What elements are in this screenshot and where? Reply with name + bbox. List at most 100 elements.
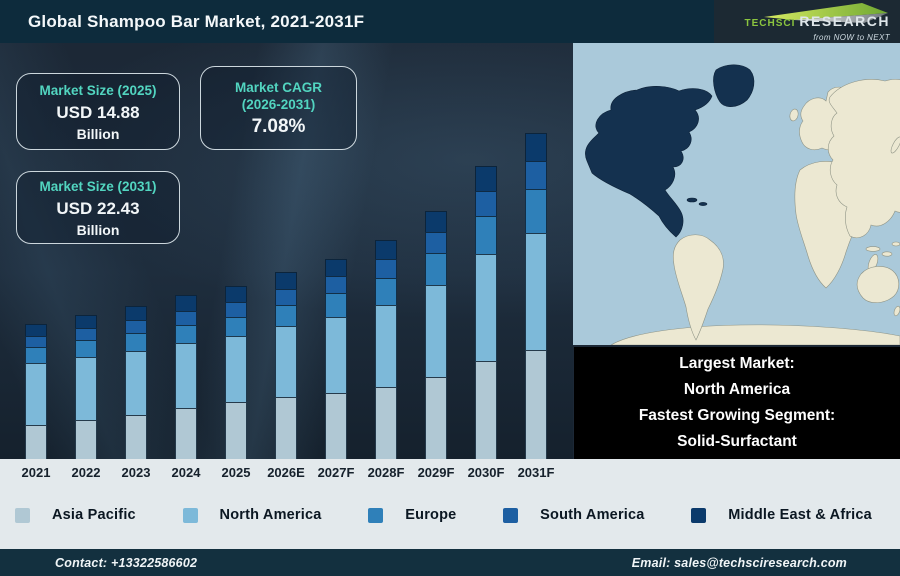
market-cagr-value: 7.08% [251, 115, 306, 137]
legend-swatch-icon [182, 507, 198, 523]
bar-segment-2027F-asia-pacific [325, 393, 347, 459]
bar-segment-2031F-middle-east-africa [525, 133, 547, 161]
bar-segment-2023-north-america [125, 351, 147, 415]
stacked-bar-2028F [375, 240, 397, 459]
x-axis-label-2023: 2023 [121, 464, 151, 480]
stacked-bar-chart [11, 114, 561, 459]
bar-segment-2023-middle-east-africa [125, 306, 147, 320]
legend-label: Europe [405, 507, 457, 523]
bar-segment-2025-north-america [225, 336, 247, 402]
stacked-bar-2023 [125, 306, 147, 459]
south-america-land [672, 234, 724, 341]
greenland-highlight [713, 64, 755, 107]
bar-segment-2022-south-america [75, 328, 97, 340]
chart-panel: Market Size (2025) USD 14.88 Billion Mar… [0, 43, 573, 459]
market-size-2025-value: USD 14.88 [56, 102, 140, 122]
callout-line-north-america: North America [683, 381, 791, 398]
bar-segment-2028F-south-america [375, 259, 397, 278]
bar-segment-2021-europe [25, 347, 47, 363]
bar-segment-2028F-north-america [375, 305, 397, 387]
x-axis-label-2031F: 2031F [517, 464, 555, 480]
x-axis-label-2030F: 2030F [467, 464, 505, 480]
callout-box: Largest Market: North America Fastest Gr… [574, 347, 900, 459]
footer: Contact: +13322586602 Email: sales@techs… [0, 549, 900, 576]
bar-cell-2029F [411, 114, 461, 459]
legend-item-asia-pacific: Asia Pacific [15, 507, 136, 523]
bar-segment-2024-south-america [175, 311, 197, 325]
bar-segment-2030F-south-america [475, 191, 497, 216]
bar-segment-2025-europe [225, 317, 247, 336]
bar-segment-2031F-north-america [525, 233, 547, 350]
stacked-bar-2021 [25, 324, 47, 459]
logo-tagline: from NOW to NEXT [813, 33, 890, 42]
legend-label: Asia Pacific [52, 507, 136, 523]
bar-cell-2027F [311, 114, 361, 459]
market-size-2031-title: Market Size (2031) [39, 178, 157, 194]
stacked-bar-2029F [425, 211, 447, 459]
legend-swatch-icon [503, 507, 519, 523]
bar-segment-2027F-europe [325, 293, 347, 317]
bar-segment-2030F-asia-pacific [475, 361, 497, 459]
bar-segment-2021-middle-east-africa [25, 324, 47, 336]
x-axis-label-2022: 2022 [71, 464, 101, 480]
stacked-bar-2022 [75, 315, 97, 459]
bar-segment-2031F-asia-pacific [525, 350, 547, 459]
legend-item-south-america: South America [503, 507, 644, 523]
bar-cell-2024 [161, 114, 211, 459]
bar-cell-2030F [461, 114, 511, 459]
bar-segment-2022-asia-pacific [75, 420, 97, 459]
logo-wordmark: TechSci Research [745, 13, 890, 31]
callout-line-largest-market: Largest Market: [679, 355, 795, 372]
bar-segment-2028F-asia-pacific [375, 387, 397, 459]
bar-segment-2029F-north-america [425, 285, 447, 377]
stacked-bar-2026E [275, 272, 297, 459]
logo-brand-primary: TechSci [744, 18, 796, 29]
australia-land [856, 266, 900, 303]
bar-segment-2025-asia-pacific [225, 402, 247, 459]
market-cagr-title-line1: Market CAGR [234, 79, 323, 95]
legend-item-north-america: North America [182, 507, 322, 523]
bar-segment-2021-south-america [25, 336, 47, 347]
asia-land [827, 79, 900, 239]
bar-segment-2030F-north-america [475, 254, 497, 361]
stacked-bar-2024 [175, 295, 197, 459]
world-map-graphic [573, 43, 900, 346]
x-axis-label-2021: 2021 [21, 464, 51, 480]
x-axis-label-2024: 2024 [171, 464, 201, 480]
bar-segment-2030F-middle-east-africa [475, 166, 497, 191]
footer-contact: Contact: +13322586602 [55, 555, 198, 570]
bar-segment-2026E-europe [275, 305, 297, 326]
bar-segment-2022-north-america [75, 357, 97, 420]
logo-brand-secondary: Research [799, 13, 890, 29]
bar-segment-2023-asia-pacific [125, 415, 147, 459]
content-area: Market Size (2025) USD 14.88 Billion Mar… [0, 43, 900, 459]
legend-item-middle-east-africa: Middle East & Africa [691, 507, 872, 523]
legend-label: Middle East & Africa [728, 507, 872, 523]
bar-segment-2026E-north-america [275, 326, 297, 397]
header: Global Shampoo Bar Market, 2021-2031F Te… [0, 0, 900, 43]
legend-label: South America [540, 507, 645, 523]
footer-email: Email: sales@techsciresearch.com [631, 555, 847, 570]
market-cagr-box: Market CAGR (2026-2031) 7.08% [200, 66, 357, 150]
bar-segment-2028F-europe [375, 278, 397, 305]
bar-segment-2024-asia-pacific [175, 408, 197, 459]
callout-line-fastest-segment: Fastest Growing Segment: [638, 407, 836, 424]
bar-segment-2031F-europe [525, 189, 547, 233]
bar-segment-2021-asia-pacific [25, 425, 47, 459]
bar-segment-2025-south-america [225, 302, 247, 317]
bar-segment-2023-europe [125, 333, 147, 351]
stacked-bar-2025 [225, 286, 247, 459]
bar-segment-2024-north-america [175, 343, 197, 408]
callout-line-solid-surfactant: Solid-Surfactant [677, 433, 797, 450]
x-axis-label-2025: 2025 [221, 464, 251, 480]
bar-segment-2029F-middle-east-africa [425, 211, 447, 232]
north-america-highlight [585, 86, 713, 238]
bar-cell-2026E [261, 114, 311, 459]
market-size-2031-box: Market Size (2031) USD 22.43 Billion [16, 171, 180, 244]
bar-cell-2028F [361, 114, 411, 459]
legend-swatch-icon [368, 507, 384, 523]
page-title: Global Shampoo Bar Market, 2021-2031F [28, 11, 365, 31]
stacked-bar-2030F [475, 166, 497, 459]
chart-legend: Asia Pacific North America Europe South Ame… [0, 485, 900, 545]
